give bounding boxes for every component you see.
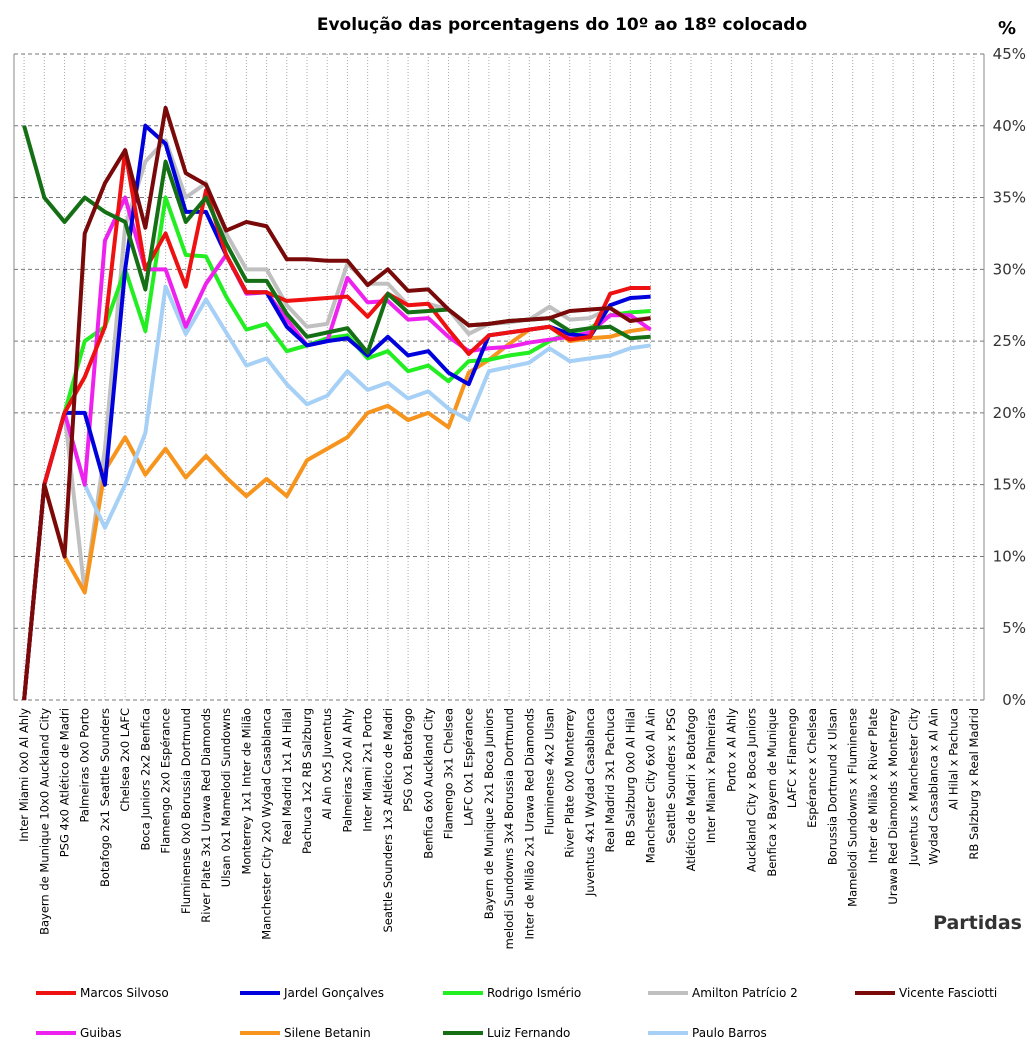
x-tick-label: Mamelodi Sundowns x Fluminense [846, 708, 860, 907]
x-tick-label: Espérance x Chelsea [805, 708, 819, 828]
legend-label: Amilton Patrício 2 [692, 986, 798, 1000]
x-tick-label: LAFC 0x1 Espérance [462, 708, 476, 826]
x-tick-label: Al Ain 0x5 Juventus [320, 708, 334, 819]
y-tick-label: 0% [1002, 691, 1026, 709]
x-tick-label: Fluminense 4x2 Ulsan [543, 708, 557, 835]
x-tick-label: Bayern de Munique 10x0 Auckland City [37, 708, 51, 935]
x-tick-label: Benfica 6x0 Auckland City [421, 708, 435, 859]
x-tick-label: River Plate 0x0 Monterrey [563, 708, 577, 858]
x-tick-label: Palmeiras 0x0 Porto [78, 708, 92, 822]
legend-label: Vicente Fasciotti [899, 986, 997, 1000]
x-tick-label: River Plate 3x1 Urawa Red Diamonds [199, 708, 213, 923]
x-tick-label: melodi Sundowns 3x4 Borussia Dortmund [502, 708, 516, 949]
y-tick-label: 30% [993, 260, 1026, 278]
y-tick-label: 45% [993, 45, 1026, 63]
x-tick-label: Real Madrid 1x1 Al Hilal [280, 708, 294, 845]
legend-label: Guibas [80, 1026, 121, 1040]
x-tick-label: RB Salzburg 0x0 Al Hilal [623, 708, 637, 846]
x-tick-label: Borussia Dortmund x Ulsan [825, 708, 839, 865]
x-tick-label: PSG 4x0 Atlético de Madri [58, 708, 72, 857]
x-tick-label: Juventus 4x1 Wydad Casablanca [583, 708, 597, 897]
series-line [22, 195, 652, 701]
x-tick-label: Juventus x Manchester City [906, 708, 920, 866]
x-tick-label: Manchester City 2x0 Wydad Casablanca [260, 708, 274, 940]
x-tick-label: Bayern de Munique 2x1 Boca Juniors [482, 708, 496, 919]
x-tick-label: Pachuca 1x2 RB Salzburg [300, 708, 314, 854]
y-tick-label: 5% [1002, 619, 1026, 637]
legend-label: Luiz Fernando [487, 1026, 570, 1040]
legend-label: Jardel Gonçalves [283, 986, 384, 1000]
x-tick-label: Seattle Sounders x PSG [664, 708, 678, 844]
x-tick-label: Inter Miami x Palmeiras [704, 708, 718, 843]
y-tick-label: 40% [993, 117, 1026, 135]
series-line [22, 195, 651, 701]
y-tick-label: 10% [993, 547, 1026, 565]
x-tick-label: PSG 0x1 Botafogo [401, 708, 415, 812]
legend-label: Rodrigo Ismério [487, 986, 581, 1000]
x-tick-label: Auckland City x Boca Juniors [745, 708, 759, 872]
x-tick-label: Flamengo 3x1 Chelsea [441, 708, 455, 839]
x-tick-label: Urawa Red Diamonds x Monterrey [886, 708, 900, 905]
x-tick-label: Inter de Milão x River Plate [866, 708, 880, 863]
x-tick-label: Real Madrid 3x1 Pachuca [603, 708, 617, 852]
legend-label: Paulo Barros [692, 1026, 767, 1040]
series-line [22, 105, 651, 701]
x-tick-label: Palmeiras 2x0 Al Ahly [340, 708, 354, 833]
x-tick-label: Manchester City 6x0 Al Ain [644, 708, 658, 863]
x-tick-label: LAFC x Flamengo [785, 708, 799, 808]
x-tick-label: Flamengo 2x0 Espérance [159, 708, 173, 854]
x-tick-label: Inter Miami 2x1 Porto [361, 708, 375, 832]
x-tick-label: RB Salzburg x Real Madrid [967, 708, 981, 860]
x-tick-label: Seattle Sounders 1x3 Atlético de Madri [381, 708, 395, 933]
y-tick-label: 20% [993, 404, 1026, 422]
x-tick-label: Wydad Casablanca x Al Ain [926, 708, 940, 865]
x-tick-label: Inter de Milão 2x1 Urawa Red Diamonds [522, 708, 536, 940]
x-tick-label: Benfica x Bayern de Munique [765, 708, 779, 877]
x-tick-label: Fluminense 0x0 Borussia Dortmund [179, 708, 193, 914]
x-axis-label: Partidas [933, 912, 1022, 934]
y-tick-label: 15% [993, 476, 1026, 494]
x-tick-label: Monterrey 1x1 Inter de Milão [239, 708, 253, 875]
x-tick-label: Ulsan 0x1 Mamelodi Sundowns [219, 708, 233, 887]
x-tick-label: Al Hilal x Pachuca [947, 708, 961, 810]
x-tick-label: Chelsea 2x0 LAFC [118, 708, 132, 812]
y-axis-label: % [998, 18, 1016, 39]
x-tick-label: Boca Juniors 2x2 Benfica [138, 708, 152, 851]
legend-label: Silene Betanin [284, 1026, 371, 1040]
x-tick-label: Botafogo 2x1 Seattle Sounders [98, 708, 112, 887]
x-tick-label: Inter Miami 0x0 Al Ahly [17, 708, 31, 842]
y-tick-label: 35% [993, 189, 1026, 207]
x-tick-label: Atlético de Madri x Botafogo [684, 708, 698, 871]
series-line [22, 284, 651, 701]
y-tick-label: 25% [993, 332, 1026, 350]
x-tick-label: Porto x Al Ahly [724, 708, 738, 792]
chart-title: Evolução das porcentagens do 10º ao 18º … [317, 15, 807, 35]
series-line [22, 148, 651, 701]
legend-label: Marcos Silvoso [80, 986, 169, 1000]
